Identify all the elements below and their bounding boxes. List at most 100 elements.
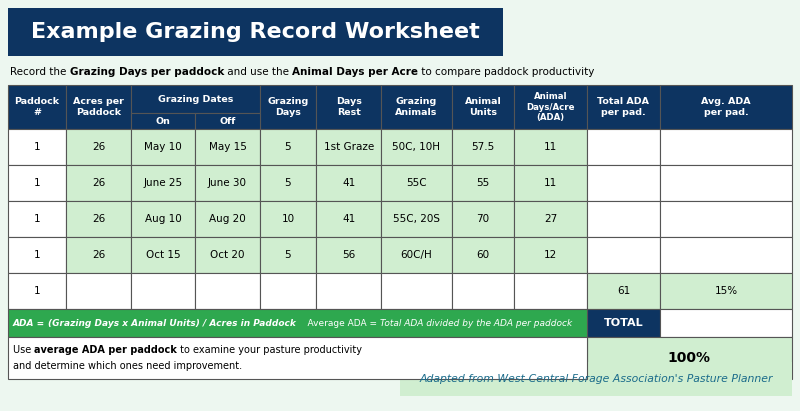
Bar (260, 201, 316, 237)
Bar (586, 201, 660, 237)
Bar (381, 273, 452, 309)
Text: 41: 41 (342, 178, 355, 188)
Text: 27: 27 (544, 214, 557, 224)
Text: Example Grazing Record Worksheet: Example Grazing Record Worksheet (31, 22, 480, 42)
Bar (381, 201, 452, 237)
Text: 60: 60 (477, 250, 490, 260)
Bar (381, 165, 452, 201)
Text: to examine your pasture productivity: to examine your pasture productivity (178, 344, 362, 355)
Bar (131, 165, 195, 201)
Bar (381, 85, 452, 129)
Text: average ADA per paddock: average ADA per paddock (34, 344, 178, 355)
Text: Grazing
Days: Grazing Days (267, 97, 309, 117)
Text: 5: 5 (285, 142, 291, 152)
Text: 57.5: 57.5 (471, 142, 494, 152)
Text: 50C, 10H: 50C, 10H (393, 142, 441, 152)
Bar (316, 85, 381, 129)
Bar (8, 85, 66, 129)
Bar (586, 337, 792, 379)
Bar (316, 165, 381, 201)
Bar (514, 201, 586, 237)
Bar (66, 273, 131, 309)
Bar (660, 273, 792, 309)
Text: 1: 1 (34, 178, 40, 188)
Text: 1: 1 (34, 250, 40, 260)
Text: 5: 5 (285, 178, 291, 188)
Text: Animal Days per Acre: Animal Days per Acre (292, 67, 418, 77)
Text: 55: 55 (477, 178, 490, 188)
Bar (514, 165, 586, 201)
Bar (131, 85, 260, 113)
Bar (66, 165, 131, 201)
Bar (316, 273, 381, 309)
Text: Average ADA =: Average ADA = (296, 319, 380, 328)
Bar (452, 237, 514, 273)
Text: 5: 5 (285, 250, 291, 260)
Bar (260, 129, 316, 165)
Text: Oct 15: Oct 15 (146, 250, 181, 260)
Text: 61: 61 (617, 286, 630, 296)
Text: 1: 1 (34, 286, 40, 296)
Bar (131, 113, 195, 129)
Bar (8, 337, 586, 379)
Bar (452, 165, 514, 201)
Bar (195, 237, 260, 273)
Bar (381, 129, 452, 165)
Bar (195, 113, 260, 129)
Text: Aug 10: Aug 10 (145, 214, 182, 224)
Bar (8, 309, 586, 337)
Bar (8, 165, 66, 201)
Text: 15%: 15% (714, 286, 738, 296)
Bar (452, 273, 514, 309)
Bar (660, 237, 792, 273)
Text: May 10: May 10 (144, 142, 182, 152)
Bar (381, 237, 452, 273)
Bar (660, 201, 792, 237)
Text: 1: 1 (34, 214, 40, 224)
Text: Aug 20: Aug 20 (209, 214, 246, 224)
Text: Animal
Days/Acre
(ADA): Animal Days/Acre (ADA) (526, 92, 574, 122)
Bar (195, 129, 260, 165)
Bar (131, 201, 195, 237)
Text: Use: Use (13, 344, 34, 355)
Bar (660, 85, 792, 129)
Text: 26: 26 (92, 250, 105, 260)
Bar (660, 165, 792, 201)
Bar (66, 85, 131, 129)
Text: Oct 20: Oct 20 (210, 250, 245, 260)
Text: Total ADA
per pad.: Total ADA per pad. (598, 97, 650, 117)
Text: and determine which ones need improvement.: and determine which ones need improvemen… (13, 360, 242, 371)
Bar (452, 129, 514, 165)
Bar (586, 237, 660, 273)
Bar (514, 85, 586, 129)
Bar (8, 237, 66, 273)
Bar (131, 129, 195, 165)
Text: 56: 56 (342, 250, 355, 260)
Bar (514, 237, 586, 273)
Text: Adapted from West-Central Forage Association's Pasture Planner: Adapted from West-Central Forage Associa… (419, 374, 773, 384)
Text: 55C, 20S: 55C, 20S (393, 214, 440, 224)
Bar (400, 362, 792, 396)
Text: Total ADA divided by the ADA per paddock: Total ADA divided by the ADA per paddock (380, 319, 572, 328)
Bar (586, 309, 660, 337)
Text: 11: 11 (544, 142, 557, 152)
Bar (195, 165, 260, 201)
Text: 26: 26 (92, 214, 105, 224)
Text: 12: 12 (544, 250, 557, 260)
Text: On: On (156, 116, 170, 125)
Text: Avg. ADA
per pad.: Avg. ADA per pad. (702, 97, 751, 117)
Text: June 25: June 25 (144, 178, 182, 188)
Text: Grazing Days per paddock: Grazing Days per paddock (70, 67, 224, 77)
Bar (260, 85, 316, 129)
Bar (8, 8, 503, 56)
Bar (316, 201, 381, 237)
Text: ADA =: ADA = (13, 319, 48, 328)
Text: 1st Graze: 1st Graze (323, 142, 374, 152)
Text: Paddock
#: Paddock # (14, 97, 59, 117)
Text: to compare paddock productivity: to compare paddock productivity (418, 67, 594, 77)
Bar (66, 129, 131, 165)
Text: June 30: June 30 (208, 178, 247, 188)
Text: Grazing
Animals: Grazing Animals (395, 97, 438, 117)
Text: Animal
Units: Animal Units (465, 97, 502, 117)
Text: and use the: and use the (224, 67, 292, 77)
